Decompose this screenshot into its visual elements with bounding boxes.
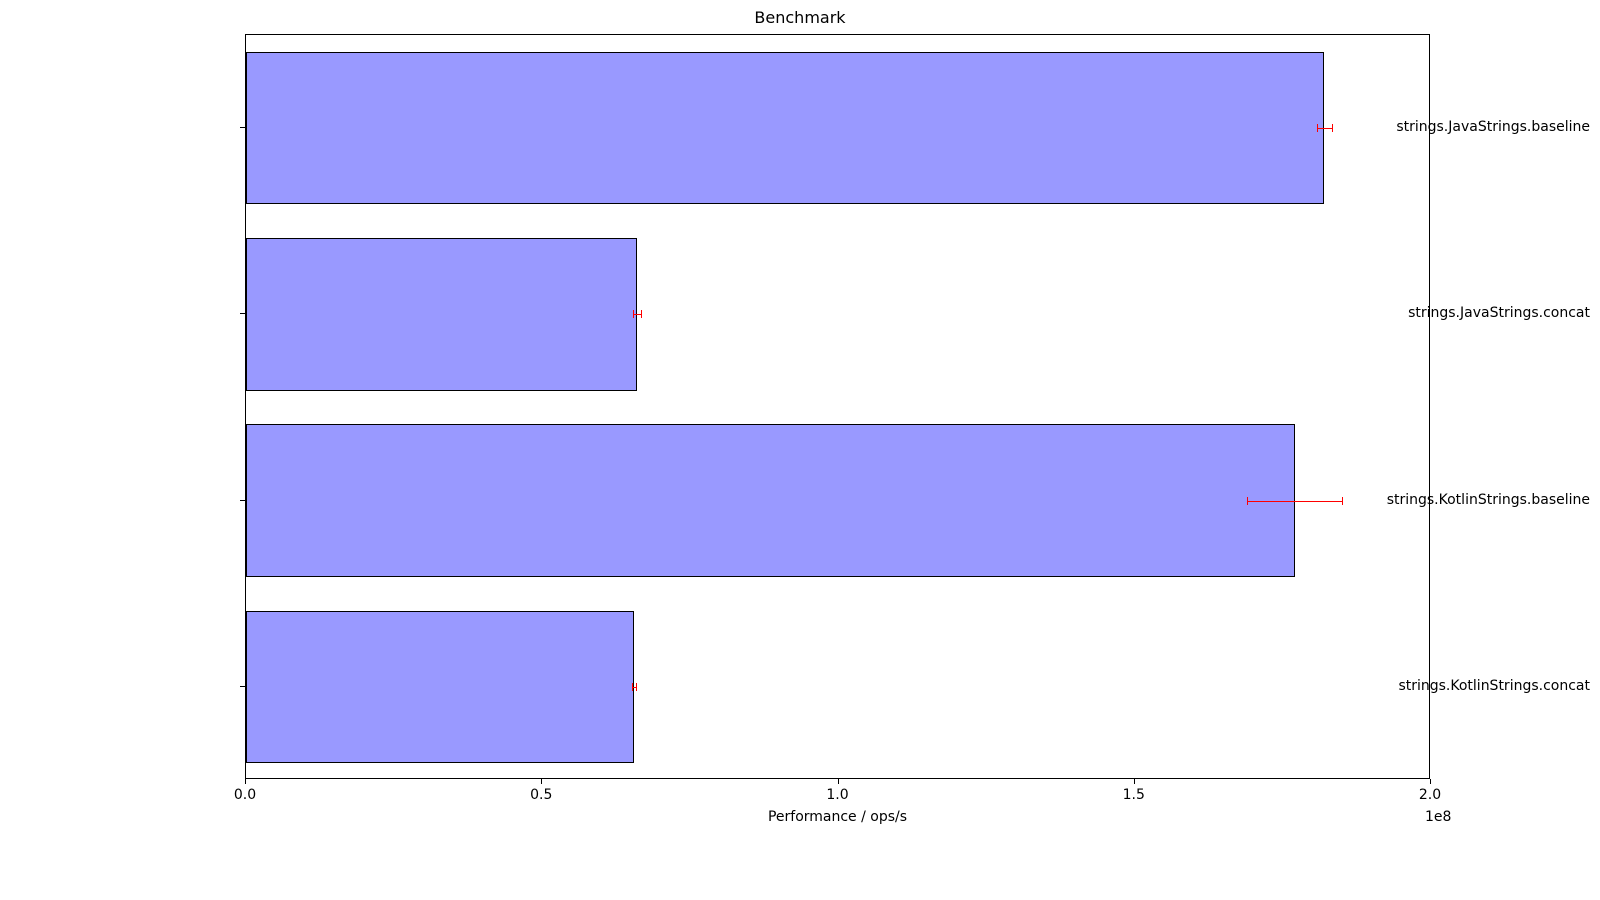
bar: [246, 52, 1324, 205]
error-cap: [1332, 124, 1333, 132]
bar: [246, 611, 634, 764]
bar: [246, 238, 637, 391]
x-axis-offset: 1e8: [1425, 809, 1451, 825]
y-tick-label: strings.JavaStrings.baseline: [1349, 119, 1600, 135]
y-tick-mark: [240, 686, 245, 687]
error-bar: [633, 314, 640, 315]
x-tick-mark: [1430, 779, 1431, 784]
bar: [246, 424, 1295, 577]
error-cap: [632, 683, 633, 691]
x-tick-mark: [541, 779, 542, 784]
x-tick-mark: [1134, 779, 1135, 784]
x-tick-label: 1.5: [1123, 787, 1145, 803]
y-tick-label: strings.JavaStrings.concat: [1349, 305, 1600, 321]
benchmark-chart: Benchmark strings.JavaStrings.baseline st…: [0, 0, 1600, 900]
x-tick-mark: [245, 779, 246, 784]
error-cap: [1317, 124, 1318, 132]
error-bar: [1247, 501, 1342, 502]
error-cap: [641, 310, 642, 318]
x-tick-label: 0.5: [530, 787, 552, 803]
y-tick-mark: [240, 127, 245, 128]
y-tick-label: strings.KotlinStrings.baseline: [1349, 492, 1600, 508]
error-cap: [633, 310, 634, 318]
error-bar: [1317, 128, 1332, 129]
x-tick-label: 0.0: [234, 787, 256, 803]
error-cap: [636, 683, 637, 691]
error-cap: [1247, 497, 1248, 505]
x-tick-label: 2.0: [1419, 787, 1441, 803]
error-cap: [1342, 497, 1343, 505]
y-tick-label: strings.KotlinStrings.concat: [1349, 678, 1600, 694]
plot-area: [245, 34, 1430, 779]
y-tick-mark: [240, 500, 245, 501]
x-tick-label: 1.0: [826, 787, 848, 803]
x-tick-mark: [838, 779, 839, 784]
chart-title: Benchmark: [0, 8, 1600, 27]
x-axis-label: Performance / ops/s: [768, 809, 907, 825]
y-tick-mark: [240, 313, 245, 314]
